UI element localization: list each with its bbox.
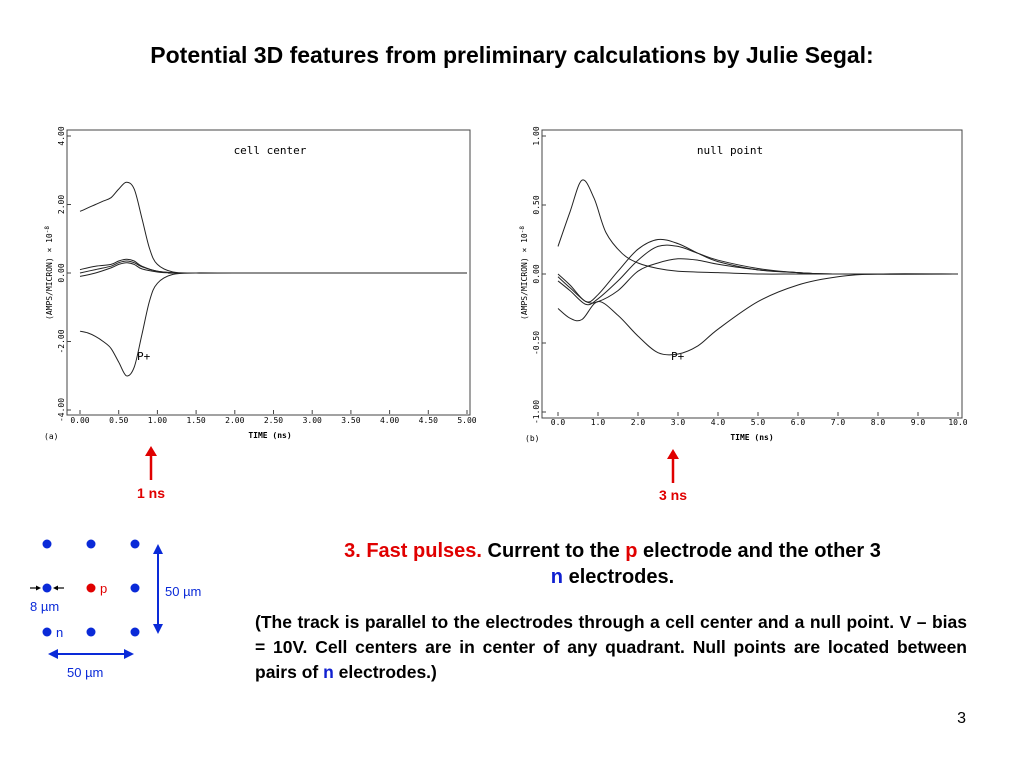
electrode-diagram: p n 8 µm 50 µm 50 µm bbox=[30, 539, 201, 680]
heading-p: p bbox=[625, 540, 638, 562]
chart-null-point: null point (b) TIME (ns) (AMPS/MICRON) ×… bbox=[519, 126, 968, 443]
heading-text: electrode and the other 3 bbox=[637, 540, 881, 562]
y-tick-label: -0.50 bbox=[532, 331, 541, 355]
y-tick-label: -4.00 bbox=[57, 398, 66, 422]
x-tick-label: 3.00 bbox=[303, 416, 322, 425]
x-tick-label: 3.0 bbox=[671, 418, 686, 427]
n-electrode bbox=[42, 583, 52, 593]
x-tick-label: 0.0 bbox=[551, 418, 566, 427]
heading-text: Current to the bbox=[481, 540, 626, 562]
y-tick-label: 1.00 bbox=[532, 126, 541, 145]
x-tick-label: 0.00 bbox=[70, 416, 89, 425]
p-electrode bbox=[86, 583, 96, 593]
p-label: p bbox=[100, 581, 107, 596]
page-title: Potential 3D features from preliminary c… bbox=[150, 42, 874, 68]
series-line-1 bbox=[557, 179, 958, 275]
n-electrode bbox=[86, 539, 96, 549]
x-tick-label: 5.00 bbox=[457, 416, 476, 425]
description-paragraph: (The track is parallel to the electrodes… bbox=[255, 610, 967, 685]
series-line-3 bbox=[79, 258, 468, 274]
panel-label: (b) bbox=[525, 434, 539, 443]
x-tick-label: 1.00 bbox=[148, 416, 167, 425]
n-label: n bbox=[56, 625, 63, 640]
x-tick-label: 10.0 bbox=[948, 418, 967, 427]
series-line-2 bbox=[557, 273, 959, 356]
x-tick-label: 5.0 bbox=[751, 418, 766, 427]
n-electrode bbox=[86, 627, 96, 637]
y-axis-label: (AMPS/MICRON) × 10-8 bbox=[519, 226, 529, 320]
x-tick-label: 0.50 bbox=[109, 416, 128, 425]
heading-text: electrodes. bbox=[563, 566, 675, 588]
marker-label-3ns: 3 ns bbox=[658, 487, 687, 503]
n-electrode bbox=[130, 539, 140, 549]
x-tick-label: 1.50 bbox=[186, 416, 205, 425]
paragraph-n: n bbox=[323, 662, 334, 682]
y-tick-label: 2.00 bbox=[57, 195, 66, 214]
curve-annotation: P+ bbox=[137, 350, 151, 363]
y-tick-label: 0.50 bbox=[532, 195, 541, 214]
series-line-5 bbox=[557, 258, 959, 304]
heading-n: n bbox=[550, 566, 564, 588]
x-tick-label: 9.0 bbox=[911, 418, 926, 427]
section-heading: 3. Fast pulses. Current to the p electro… bbox=[255, 538, 970, 590]
x-tick-label: 6.0 bbox=[791, 418, 806, 427]
y-tick-label: -1.00 bbox=[532, 400, 541, 424]
x-axis-label: TIME (ns) bbox=[248, 431, 291, 440]
heading-prefix: 3. Fast pulses. bbox=[344, 540, 482, 562]
x-axis-label: TIME (ns) bbox=[730, 433, 773, 442]
series-line-4 bbox=[557, 244, 959, 306]
x-tick-label: 4.0 bbox=[711, 418, 726, 427]
arrow-1ns bbox=[145, 446, 157, 480]
chart-title: cell center bbox=[234, 144, 307, 157]
y-tick-label: 4.00 bbox=[57, 126, 66, 145]
x-tick-label: 2.0 bbox=[631, 418, 646, 427]
marker-label-1ns: 1 ns bbox=[136, 485, 165, 501]
x-tick-label: 7.0 bbox=[831, 418, 846, 427]
x-tick-label: 2.00 bbox=[225, 416, 244, 425]
chart-title: null point bbox=[697, 144, 763, 157]
gap-label: 8 µm bbox=[30, 599, 59, 614]
x-tick-label: 4.00 bbox=[380, 416, 399, 425]
y-tick-label: 0.00 bbox=[57, 263, 66, 282]
n-electrode bbox=[130, 627, 140, 637]
x-tick-label: 4.50 bbox=[419, 416, 438, 425]
x-tick-label: 8.0 bbox=[871, 418, 886, 427]
horizontal-dimension-label: 50 µm bbox=[67, 665, 103, 680]
arrow-3ns bbox=[667, 449, 679, 483]
chart-cell-center: cell center (a) TIME (ns) (AMPS/MICRON) … bbox=[44, 126, 477, 441]
n-electrode bbox=[42, 627, 52, 637]
y-tick-label: -2.00 bbox=[57, 329, 66, 353]
x-tick-label: 1.0 bbox=[591, 418, 606, 427]
n-electrode bbox=[42, 539, 52, 549]
y-tick-label: 0.00 bbox=[532, 264, 541, 283]
y-axis-label: (AMPS/MICRON) × 10-8 bbox=[44, 226, 54, 320]
paragraph-text: (The track is parallel to the electrodes… bbox=[255, 612, 967, 682]
x-tick-label: 2.50 bbox=[264, 416, 283, 425]
n-electrode bbox=[130, 583, 140, 593]
series-line-5 bbox=[79, 262, 467, 277]
series-line-1 bbox=[79, 181, 467, 274]
x-tick-label: 3.50 bbox=[341, 416, 360, 425]
page-number: 3 bbox=[957, 710, 966, 727]
curve-annotation: P+ bbox=[671, 350, 685, 363]
panel-label: (a) bbox=[44, 432, 58, 441]
vertical-dimension-label: 50 µm bbox=[165, 584, 201, 599]
paragraph-text: electrodes.) bbox=[333, 662, 437, 682]
